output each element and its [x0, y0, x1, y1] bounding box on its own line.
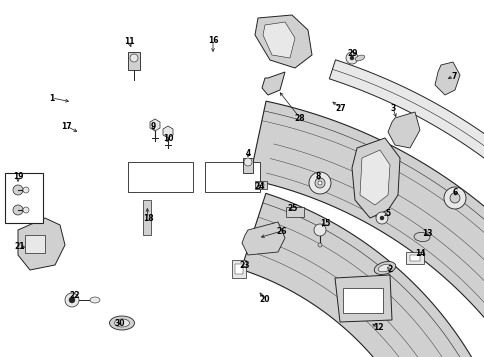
Text: 21: 21 [15, 241, 25, 251]
Text: 4: 4 [245, 149, 250, 157]
Ellipse shape [114, 319, 129, 327]
Polygon shape [18, 218, 65, 270]
Text: 10: 10 [163, 134, 173, 142]
Ellipse shape [374, 262, 395, 275]
Polygon shape [242, 222, 285, 255]
Text: 24: 24 [254, 181, 265, 191]
Polygon shape [241, 193, 484, 357]
Polygon shape [150, 119, 160, 131]
Text: 7: 7 [451, 71, 456, 80]
Circle shape [345, 52, 357, 64]
Text: 5: 5 [385, 208, 390, 217]
Circle shape [65, 293, 79, 307]
Circle shape [308, 172, 330, 194]
Circle shape [23, 207, 29, 213]
Text: 27: 27 [335, 104, 346, 112]
Circle shape [449, 193, 459, 203]
Text: 1: 1 [49, 94, 55, 102]
Polygon shape [334, 275, 391, 322]
Circle shape [243, 158, 252, 166]
Ellipse shape [109, 316, 134, 330]
Text: 25: 25 [287, 203, 298, 212]
Text: 22: 22 [70, 292, 80, 301]
Text: 19: 19 [13, 171, 23, 181]
Text: 17: 17 [60, 121, 71, 131]
Text: 6: 6 [452, 187, 457, 196]
Bar [409, 255, 419, 261]
Circle shape [69, 297, 75, 303]
Text: 11: 11 [123, 36, 134, 45]
Polygon shape [262, 22, 294, 58]
Polygon shape [359, 150, 389, 205]
Bar [242, 158, 253, 173]
Bar [255, 181, 267, 189]
Circle shape [318, 243, 321, 247]
Circle shape [379, 216, 383, 220]
Text: 3: 3 [390, 104, 395, 112]
Circle shape [349, 56, 353, 60]
FancyBboxPatch shape [405, 252, 423, 264]
Text: 29: 29 [347, 49, 358, 57]
Ellipse shape [378, 264, 391, 272]
Circle shape [13, 185, 23, 195]
Bar [235, 264, 242, 274]
FancyBboxPatch shape [286, 207, 303, 217]
Bar [342, 288, 382, 313]
Circle shape [375, 212, 387, 224]
Polygon shape [434, 62, 459, 95]
Text: 30: 30 [115, 318, 125, 327]
Polygon shape [163, 126, 173, 138]
Bar [128, 162, 193, 192]
FancyBboxPatch shape [231, 260, 245, 278]
Ellipse shape [90, 297, 100, 303]
Text: 28: 28 [294, 114, 305, 122]
Text: 12: 12 [372, 323, 382, 332]
Polygon shape [387, 112, 419, 148]
Text: 23: 23 [239, 261, 250, 270]
Ellipse shape [354, 55, 364, 61]
Bar [128, 52, 140, 70]
Text: 26: 26 [276, 226, 287, 236]
Text: 20: 20 [259, 296, 270, 305]
Ellipse shape [413, 232, 429, 242]
Polygon shape [261, 72, 285, 95]
Bar [205, 162, 259, 192]
Text: 9: 9 [150, 121, 155, 131]
Polygon shape [329, 60, 484, 343]
Circle shape [314, 178, 324, 188]
Polygon shape [255, 15, 311, 68]
Circle shape [443, 187, 465, 209]
Circle shape [23, 187, 29, 193]
Circle shape [13, 205, 23, 215]
Circle shape [130, 54, 138, 62]
Text: 18: 18 [142, 213, 153, 222]
Bar [143, 200, 151, 235]
Text: 8: 8 [315, 171, 320, 181]
Circle shape [318, 181, 321, 185]
Polygon shape [249, 101, 484, 357]
Text: 13: 13 [421, 228, 431, 237]
Polygon shape [351, 138, 399, 218]
FancyBboxPatch shape [5, 173, 43, 223]
Bar [25, 235, 45, 253]
Circle shape [313, 224, 325, 236]
Text: 2: 2 [387, 266, 392, 275]
Text: 15: 15 [319, 218, 330, 227]
Circle shape [257, 182, 263, 188]
Text: 14: 14 [414, 248, 424, 257]
Text: 16: 16 [207, 35, 218, 45]
